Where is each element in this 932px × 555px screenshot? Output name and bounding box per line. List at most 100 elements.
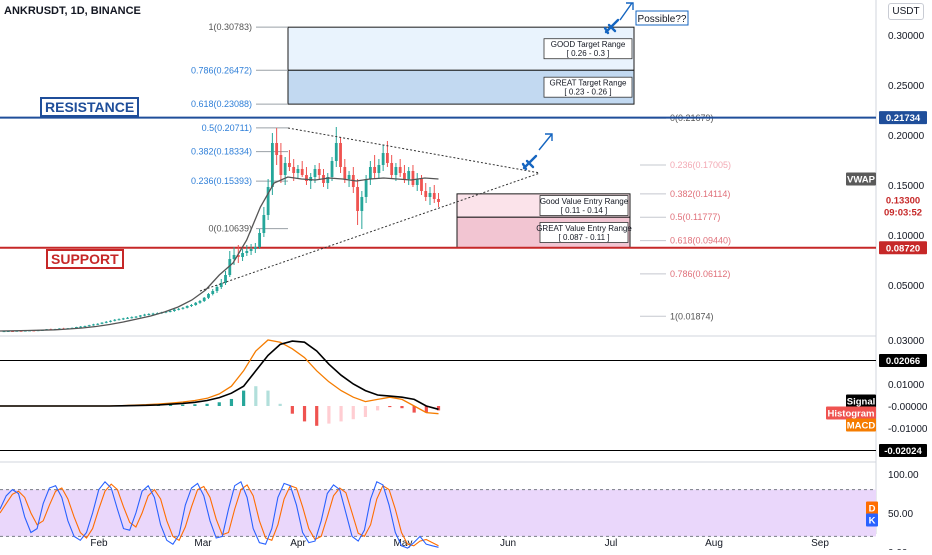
candle-body: [262, 215, 266, 233]
candle-body: [19, 330, 23, 332]
vwap-badge-bg: [846, 172, 876, 186]
fib-extension-label: 0(0.10639): [208, 224, 252, 234]
histogram-bar: [424, 406, 428, 413]
vwap-line: [0, 176, 439, 332]
candle-body: [249, 249, 253, 251]
fib-extension-label: 0.5(0.20711): [202, 123, 252, 133]
airplane-icon: [603, 18, 620, 35]
last-price-badge-bg: [879, 193, 927, 207]
candle-body: [190, 305, 193, 306]
range-box-label-frame: [539, 222, 629, 243]
histogram-bar: [376, 406, 380, 411]
candle-body: [109, 320, 112, 322]
candle-body: [253, 247, 257, 249]
candle-body: [424, 191, 428, 197]
x-tick-label: May: [394, 538, 413, 549]
candle-body: [343, 167, 347, 179]
resistance-price-badge: 0.21734: [886, 113, 921, 124]
candle-body: [339, 143, 342, 167]
candle-body: [87, 325, 91, 327]
fib-extension-label: 1(0.30783): [208, 22, 252, 32]
arrow-up-icon: [538, 133, 553, 151]
vwap-badge: VWAP: [847, 175, 876, 186]
macd-hline-neg-badge: -0.02024: [884, 446, 922, 457]
fib-extension-label: 0.382(0.18334): [191, 147, 252, 157]
candle-body: [356, 187, 359, 211]
candle-body: [373, 167, 377, 173]
currency-button[interactable]: USDT: [888, 3, 924, 20]
histogram-bar: [302, 406, 307, 422]
candle-body: [428, 193, 432, 197]
range-box-title: GOOD Target Range: [551, 40, 626, 49]
histogram-badge-bg: [826, 406, 876, 420]
candle-body: [279, 155, 283, 175]
last-price-badge: 0.13300: [886, 196, 920, 207]
range-box-range: [ 0.087 - 0.11 ]: [559, 233, 610, 242]
stoch-k-badge-bg: [866, 513, 878, 527]
fib-extension-label: 0.786(0.26472): [191, 65, 252, 75]
candle-body: [415, 179, 419, 185]
candle-body: [275, 143, 279, 155]
candle-body: [11, 331, 14, 332]
histogram-bar: [181, 404, 185, 406]
histogram-bar: [388, 406, 392, 408]
candle-body: [236, 255, 240, 257]
x-tick-label: Apr: [290, 538, 306, 549]
candle-body: [394, 167, 398, 175]
histogram-badge: Histogram: [828, 409, 875, 420]
possible-frame: [635, 10, 689, 26]
candle-body: [258, 233, 261, 247]
candle-body: [2, 331, 6, 333]
candle-body: [224, 275, 227, 283]
candle-body: [241, 253, 244, 257]
stoch-d-badge: D: [869, 504, 876, 515]
histogram-bar: [339, 406, 343, 422]
macd-badge: MACD: [847, 421, 876, 432]
range-box-range: [ 0.23 - 0.26 ]: [564, 88, 611, 97]
fib-retracement-label: 0.786(0.06112): [670, 269, 730, 279]
candle-body: [92, 324, 95, 326]
candle-body: [296, 169, 300, 173]
x-tick-label: Aug: [705, 538, 723, 549]
histogram-bar: [400, 406, 404, 409]
histogram-bar: [205, 403, 209, 406]
candle-body: [266, 187, 270, 215]
stoch-y-tick-label: 100.00: [888, 470, 919, 481]
candle-body: [198, 301, 202, 303]
arrow-up-icon: [619, 2, 634, 21]
candle-body: [194, 302, 198, 305]
histogram-bar: [351, 406, 355, 420]
histogram-bar: [254, 386, 258, 406]
histogram-bar: [327, 406, 331, 424]
stoch-y-tick-label: 50.00: [888, 509, 913, 520]
support-price-badge-bg: [879, 241, 927, 255]
fib-retracement-label: 0.5(0.11777): [670, 212, 720, 222]
candle-body: [181, 307, 185, 309]
candle-body: [411, 171, 415, 185]
y-tick-label: 0.15000: [888, 181, 925, 192]
macd-hline-neg-badge-bg: [879, 444, 927, 458]
range-box-title: Good Value Entry Range: [540, 197, 629, 206]
support-price-badge: 0.08720: [886, 243, 920, 254]
candle-body: [403, 173, 406, 179]
fib-extension-label: 0.618(0.23088): [191, 99, 252, 109]
signal-badge-bg: [846, 394, 876, 408]
candle-body: [168, 311, 172, 312]
stochastic-band: [0, 489, 876, 537]
candle-body: [347, 175, 351, 179]
upper-trendline: [287, 127, 541, 174]
fib-retracement-label: 1(0.01874): [670, 311, 714, 321]
range-box-label-frame: [539, 195, 629, 216]
resistance-label: RESISTANCE: [40, 97, 140, 117]
candle-body: [390, 163, 394, 175]
histogram-bar: [242, 390, 246, 406]
histogram-bar: [290, 406, 294, 414]
y-tick-label: 0.05000: [888, 281, 925, 292]
candle-body: [368, 167, 372, 179]
fib-retracement-label: 0.382(0.14114): [670, 189, 730, 199]
candle-body: [232, 255, 236, 259]
fib-retracement-label: 0.618(0.09440): [670, 236, 731, 246]
fib-extension-label: 0.236(0.15393): [191, 176, 252, 186]
candle-body: [407, 171, 411, 179]
